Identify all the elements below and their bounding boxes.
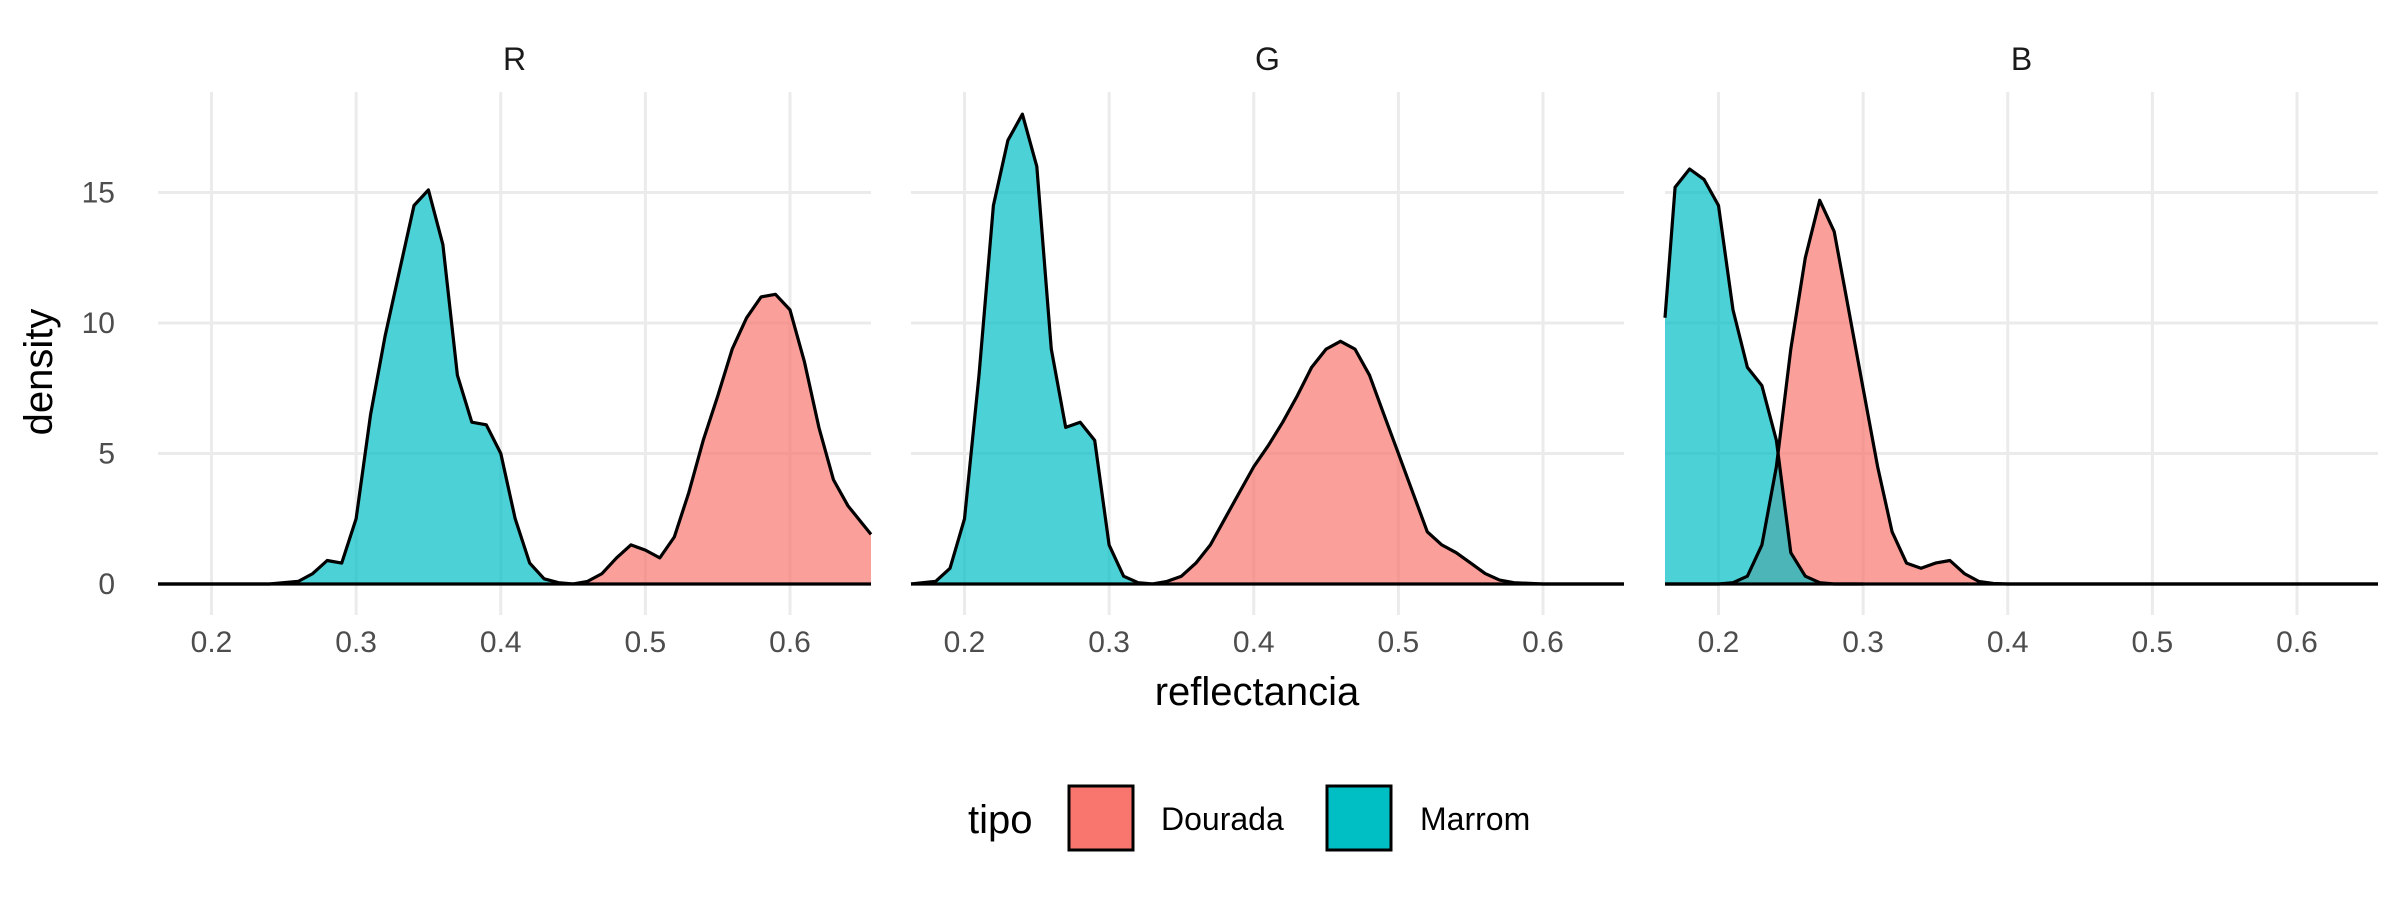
x-tick-label: 0.5 — [625, 626, 667, 659]
density-line-marrom — [158, 188, 574, 586]
y-tick-label: 15 — [82, 177, 115, 210]
y-axis-title: density — [17, 309, 61, 436]
density-area-marrom — [911, 114, 1153, 584]
legend-label-marrom: Marrom — [1420, 801, 1530, 837]
density-line-dourada — [1665, 198, 2378, 586]
density-line-dourada — [1152, 339, 1624, 586]
x-tick-label: 0.2 — [944, 626, 986, 659]
x-tick-label: 0.2 — [191, 626, 233, 659]
y-tick-label: 0 — [98, 568, 115, 601]
panel-r: R 0.2 0.3 0.4 0.5 0.6 0 5 10 15 — [82, 41, 873, 659]
legend-key-dourada — [1067, 784, 1135, 852]
density-line-dourada — [572, 292, 873, 586]
density-area-marrom — [1665, 169, 1864, 584]
facet-panels: R 0.2 0.3 0.4 0.5 0.6 0 5 10 15 G 0.2 0.3 0.4 0.5 0.6 B 0… — [82, 41, 2378, 659]
x-tick-label: 0.3 — [1842, 626, 1884, 659]
y-tick-label: 10 — [82, 307, 115, 340]
x-tick-label: 0.5 — [1378, 626, 1420, 659]
density-area-dourada — [1152, 341, 1624, 584]
x-tick-label: 0.4 — [1233, 626, 1275, 659]
legend-key-marrom — [1325, 784, 1393, 852]
x-tick-label: 0.3 — [335, 626, 377, 659]
legend: tipo Dourada Marrom — [968, 784, 1530, 852]
legend-label-dourada: Dourada — [1161, 801, 1284, 837]
panel-g: G 0.2 0.3 0.4 0.5 0.6 — [910, 41, 1624, 659]
density-area-marrom — [158, 189, 574, 584]
density-area-dourada — [1665, 200, 2378, 585]
facet-label: G — [1255, 41, 1280, 77]
x-tick-label: 0.6 — [1522, 626, 1564, 659]
x-tick-label: 0.2 — [1698, 626, 1740, 659]
x-axis-title: reflectancia — [1155, 670, 1360, 714]
x-tick-label: 0.6 — [2276, 626, 2318, 659]
x-tick-label: 0.4 — [1987, 626, 2029, 659]
y-tick-label: 5 — [98, 438, 115, 471]
x-tick-label: 0.5 — [2132, 626, 2174, 659]
x-tick-label: 0.4 — [480, 626, 522, 659]
facet-label: B — [2011, 41, 2032, 77]
panel-b: B 0.2 0.3 0.4 0.5 0.6 — [1663, 41, 2378, 659]
x-tick-label: 0.3 — [1088, 626, 1130, 659]
facet-label: R — [503, 41, 526, 77]
density-line-marrom — [910, 112, 1153, 586]
density-area-dourada — [573, 294, 871, 584]
legend-title: tipo — [968, 798, 1033, 842]
x-tick-label: 0.6 — [769, 626, 811, 659]
